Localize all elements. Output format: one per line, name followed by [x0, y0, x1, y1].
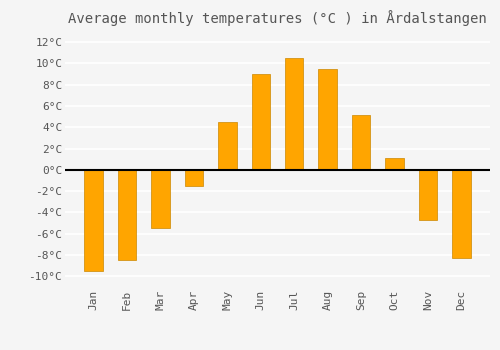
Bar	[84, 170, 102, 271]
Bar	[151, 170, 170, 229]
Bar	[118, 170, 136, 260]
Bar	[218, 122, 236, 170]
Title: Average monthly temperatures (°C ) in Årdalstangen: Average monthly temperatures (°C ) in År…	[68, 10, 487, 26]
Bar	[419, 170, 437, 220]
Bar	[252, 74, 270, 170]
Bar	[352, 114, 370, 170]
Bar	[318, 69, 337, 170]
Bar	[285, 58, 304, 170]
Bar	[452, 170, 470, 258]
Bar	[184, 170, 203, 186]
Bar	[386, 158, 404, 170]
